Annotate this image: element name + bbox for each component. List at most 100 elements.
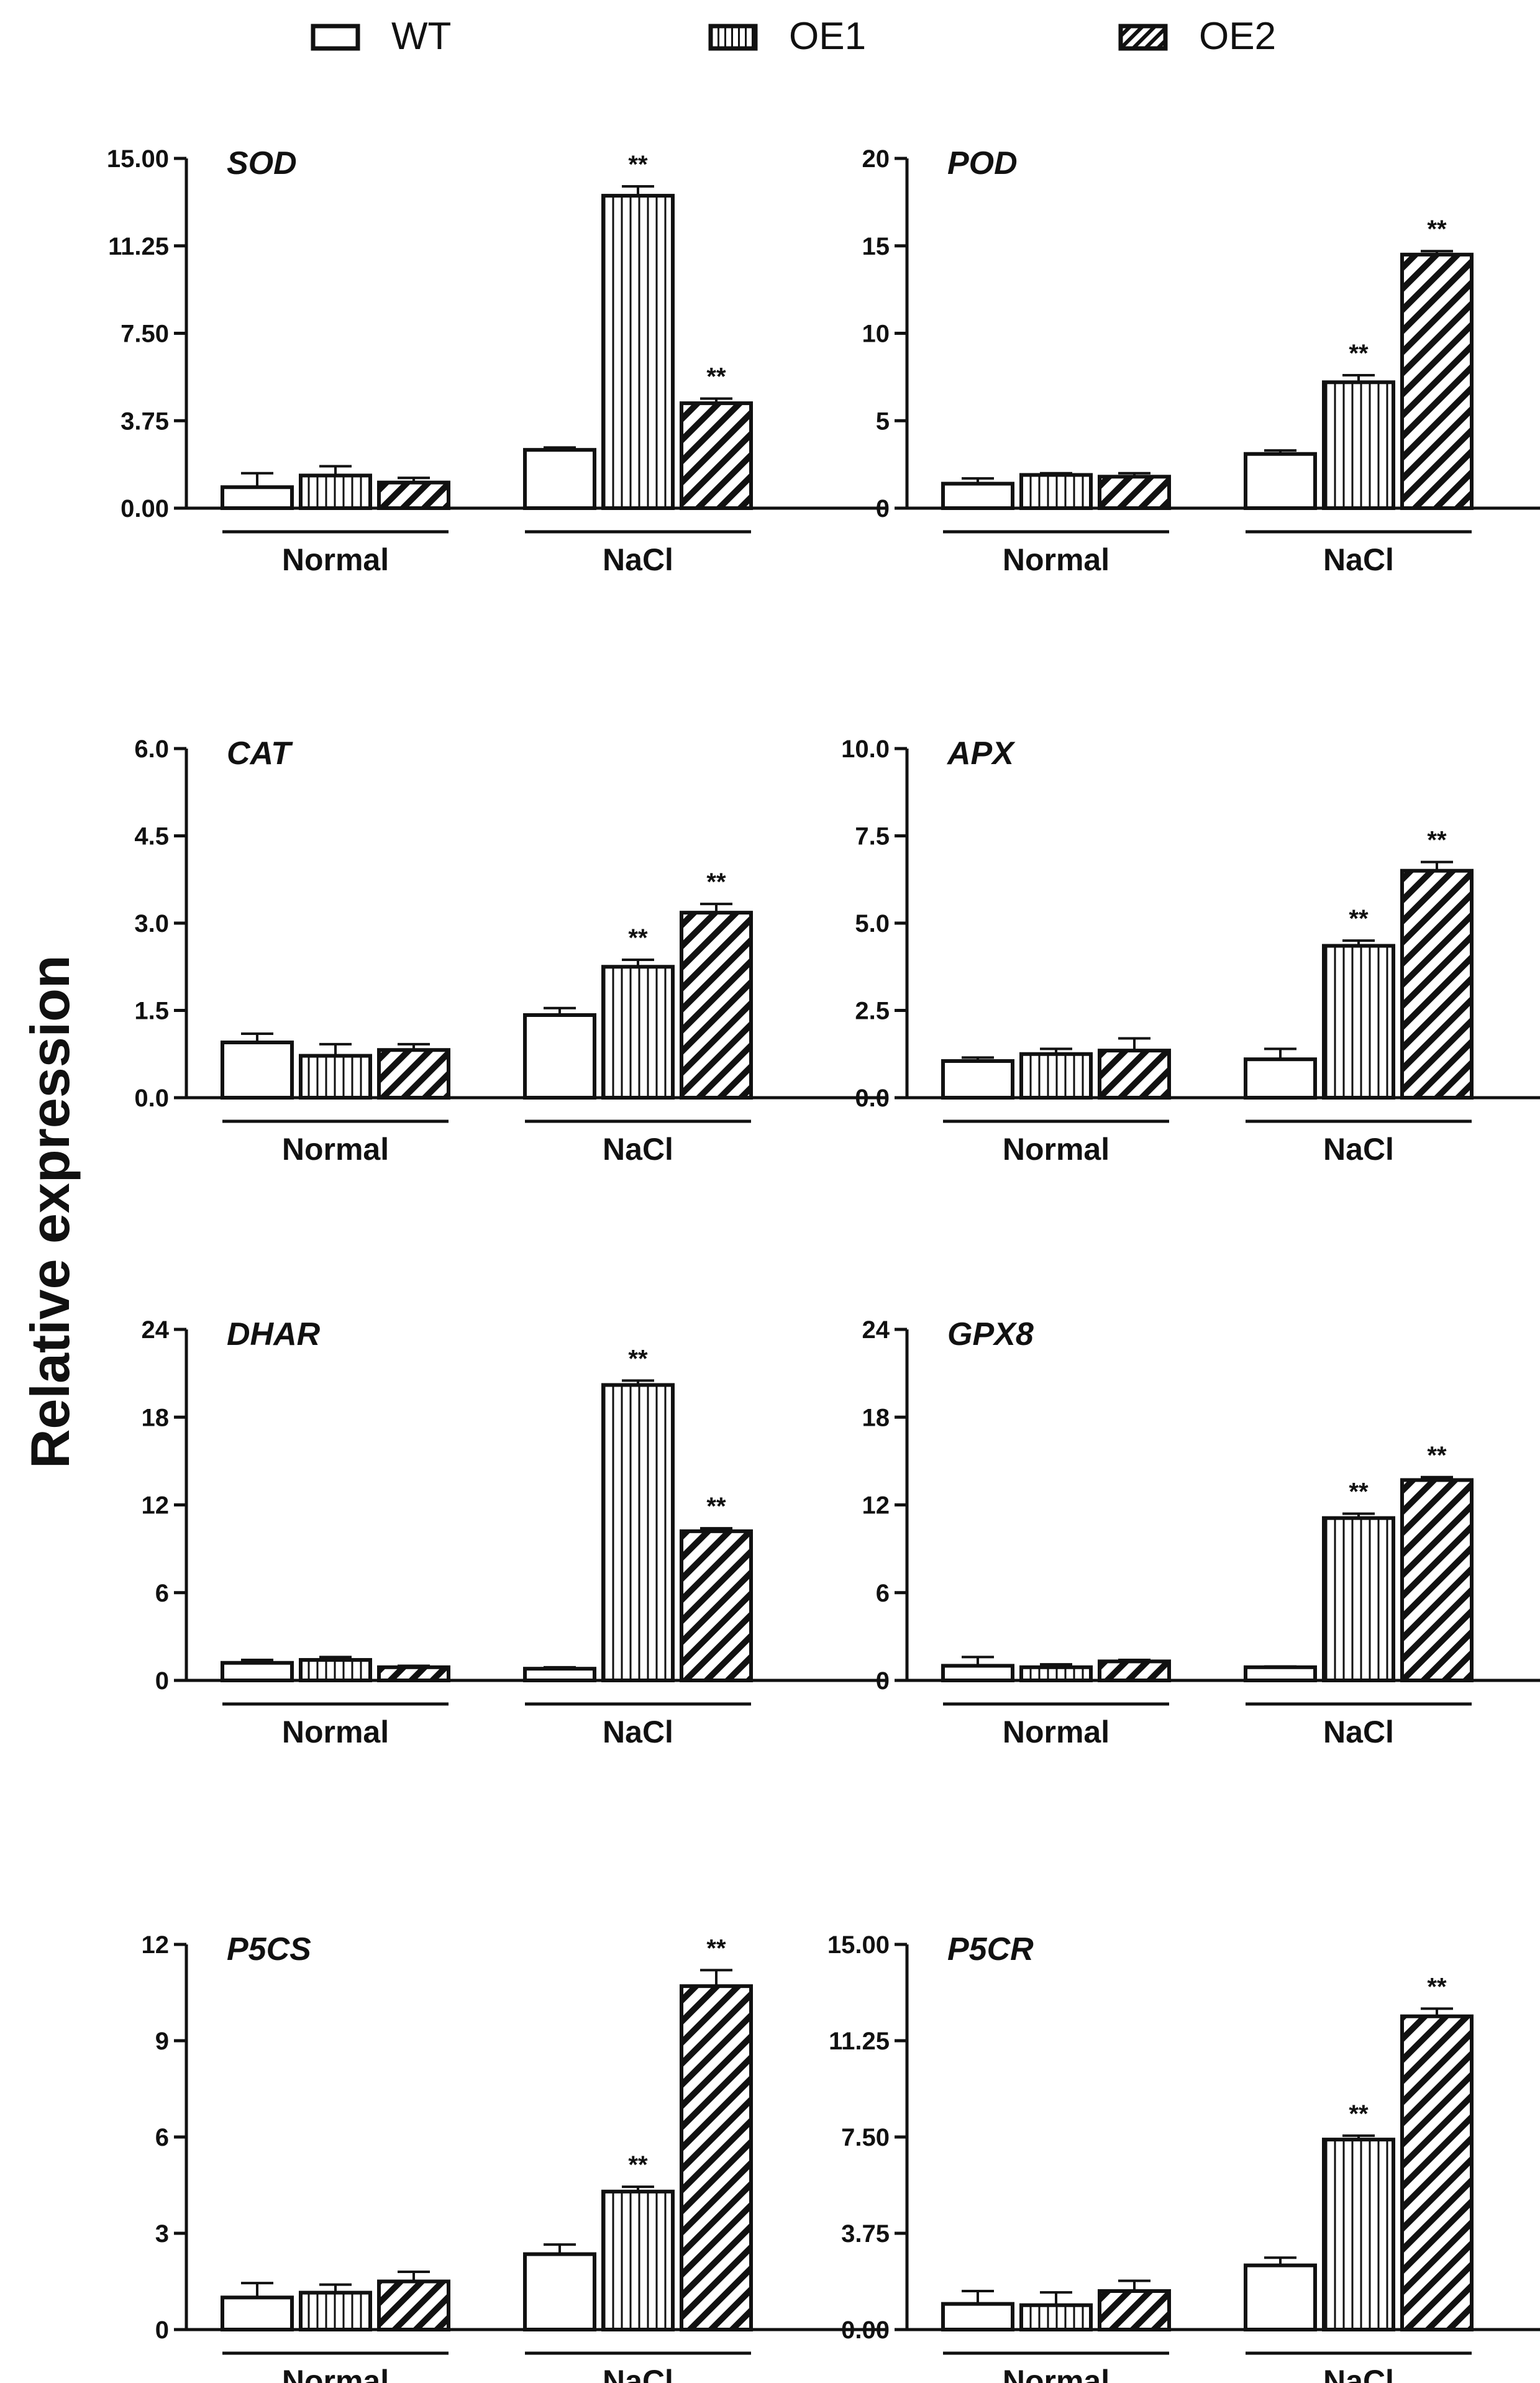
y-tick-label-p5cr: 3.75 — [841, 2220, 890, 2248]
bar-gpx8-nacl-wt — [1244, 1665, 1317, 1682]
bar-apx-normal-oe1 — [1019, 1052, 1093, 1100]
bar-p5cr-nacl-oe2 — [1400, 2014, 1474, 2332]
y-tick-label-p5cs: 6 — [155, 2124, 169, 2151]
bar-pod-normal-oe1 — [1019, 473, 1093, 511]
y-tick-label-p5cr: 11.25 — [829, 2028, 890, 2055]
bar-dhar-nacl-oe1 — [601, 1383, 675, 1682]
y-tick-label-cat: 1.5 — [134, 998, 169, 1025]
y-tick-label-apx: 0.0 — [855, 1085, 890, 1112]
y-tick-label-apx: 2.5 — [855, 998, 890, 1025]
bar-sod-nacl-oe2 — [680, 401, 753, 510]
legend: WT OE1 OE2 — [0, 0, 1540, 81]
bar-cat-normal-wt — [221, 1041, 294, 1100]
significance-mark-p5cs: ** — [628, 2151, 648, 2179]
significance-mark-dhar: ** — [706, 1493, 726, 1520]
legend-label-oe1: OE1 — [789, 15, 867, 58]
y-tick-label-gpx8: 6 — [876, 1580, 890, 1607]
y-tick-label-pod: 5 — [876, 408, 890, 435]
panel-p5cs: 0 3 6 9 12 P5CS Normal ** ** NaCl — [142, 1931, 888, 2383]
bar-pod-normal-wt — [941, 481, 1014, 511]
panel-title-pod: POD — [947, 145, 1018, 181]
bar-pod-nacl-oe2 — [1400, 252, 1474, 510]
panel-title-gpx8: GPX8 — [947, 1316, 1034, 1352]
bar-cat-nacl-oe2 — [680, 911, 753, 1100]
group-label-p5cs-nacl: NaCl — [603, 2364, 673, 2383]
bar-p5cs-nacl-oe2 — [680, 1984, 753, 2332]
bar-apx-nacl-oe1 — [1322, 944, 1395, 1100]
group-label-dhar-normal: Normal — [282, 1715, 389, 1749]
y-tick-label-sod: 0.00 — [121, 495, 169, 522]
group-label-p5cr-normal: Normal — [1003, 2364, 1109, 2383]
significance-mark-apx: ** — [1349, 905, 1369, 932]
bar-sod-nacl-wt — [523, 448, 596, 511]
panel-pod: 0 5 10 15 20 POD Normal ** ** NaCl — [862, 145, 1540, 577]
bar-pod-normal-oe2 — [1098, 475, 1171, 511]
group-label-apx-normal: Normal — [1003, 1132, 1109, 1167]
y-tick-label-sod: 11.25 — [108, 233, 169, 260]
y-tick-label-apx: 10.0 — [841, 736, 890, 763]
y-tick-label-cat: 6.0 — [134, 736, 169, 763]
bar-p5cr-normal-wt — [941, 2302, 1014, 2332]
bar-apx-normal-oe2 — [1098, 1049, 1171, 1100]
y-tick-label-gpx8: 12 — [862, 1492, 890, 1520]
panel-cat: 0.0 1.5 3.0 4.5 6.0 CAT Normal ** ** NaCl — [134, 736, 888, 1167]
group-label-pod-nacl: NaCl — [1323, 542, 1394, 577]
y-tick-label-p5cs: 9 — [155, 2028, 169, 2055]
y-tick-label-sod: 3.75 — [121, 408, 169, 435]
group-label-dhar-nacl: NaCl — [603, 1715, 673, 1749]
y-tick-label-cat: 4.5 — [134, 823, 169, 850]
bar-p5cs-nacl-oe1 — [601, 2189, 675, 2331]
panel-gpx8: 0 6 12 18 24 GPX8 Normal ** ** NaCl — [862, 1316, 1540, 1749]
bar-p5cs-normal-oe1 — [299, 2290, 372, 2331]
bar-cat-normal-oe2 — [377, 1048, 450, 1100]
bar-gpx8-nacl-oe1 — [1322, 1516, 1395, 1682]
bar-cat-nacl-wt — [523, 1013, 596, 1100]
y-tick-label-dhar: 18 — [142, 1404, 170, 1431]
bar-p5cr-nacl-oe1 — [1322, 2138, 1395, 2331]
bar-gpx8-nacl-oe2 — [1400, 1478, 1474, 1683]
significance-mark-pod: ** — [1349, 340, 1369, 367]
significance-mark-cat: ** — [628, 924, 648, 952]
legend-label-wt: WT — [391, 15, 452, 58]
bar-apx-nacl-wt — [1244, 1057, 1317, 1100]
bar-p5cr-normal-oe1 — [1019, 2303, 1093, 2332]
y-tick-label-pod: 20 — [862, 145, 890, 173]
bar-dhar-nacl-oe2 — [680, 1529, 753, 1682]
panel-title-apx: APX — [946, 736, 1016, 772]
legend-swatch-vertical-icon — [708, 24, 758, 51]
bar-p5cs-normal-oe2 — [377, 2279, 450, 2331]
y-tick-label-gpx8: 18 — [862, 1404, 890, 1431]
group-label-p5cs-normal: Normal — [282, 2364, 389, 2383]
y-tick-label-apx: 7.5 — [855, 823, 890, 850]
panel-title-cat: CAT — [227, 736, 293, 772]
panel-title-dhar: DHAR — [227, 1316, 321, 1352]
bar-cat-nacl-oe1 — [601, 965, 675, 1100]
group-label-cat-normal: Normal — [282, 1132, 389, 1167]
legend-swatch-diagonal-icon — [1118, 24, 1168, 51]
panel-dhar: 0 6 12 18 24 DHAR Normal ** ** NaCl — [142, 1316, 888, 1749]
y-tick-label-apx: 5.0 — [855, 910, 890, 937]
bar-gpx8-normal-oe2 — [1098, 1659, 1171, 1682]
panel-p5cr: 0.00 3.75 7.50 11.25 15.00 P5CR Normal ** ** NaCl — [827, 1931, 1540, 2383]
group-label-sod-nacl: NaCl — [603, 542, 673, 577]
panel-title-sod: SOD — [227, 145, 297, 181]
panel-sod: 0.00 3.75 7.50 11.25 15.00 SOD Normal ** ** NaCl — [107, 145, 888, 577]
group-label-pod-normal: Normal — [1003, 542, 1109, 577]
significance-mark-gpx8: ** — [1349, 1479, 1369, 1506]
y-tick-label-dhar: 0 — [155, 1667, 169, 1695]
y-tick-label-cat: 3.0 — [134, 910, 169, 937]
y-tick-label-p5cs: 0 — [155, 2317, 169, 2344]
bar-sod-normal-wt — [221, 485, 294, 510]
significance-mark-dhar: ** — [628, 1345, 648, 1372]
y-tick-label-p5cs: 3 — [155, 2220, 169, 2248]
y-tick-label-p5cs: 12 — [142, 1931, 170, 1959]
group-label-gpx8-nacl: NaCl — [1323, 1715, 1394, 1749]
bar-p5cs-normal-wt — [221, 2295, 294, 2331]
bar-gpx8-normal-oe1 — [1019, 1665, 1093, 1682]
significance-mark-sod: ** — [628, 151, 648, 178]
y-tick-label-p5cr: 0.00 — [841, 2317, 890, 2344]
y-tick-label-sod: 7.50 — [121, 321, 169, 348]
y-tick-label-gpx8: 0 — [876, 1667, 890, 1695]
bar-p5cs-nacl-wt — [523, 2252, 596, 2331]
